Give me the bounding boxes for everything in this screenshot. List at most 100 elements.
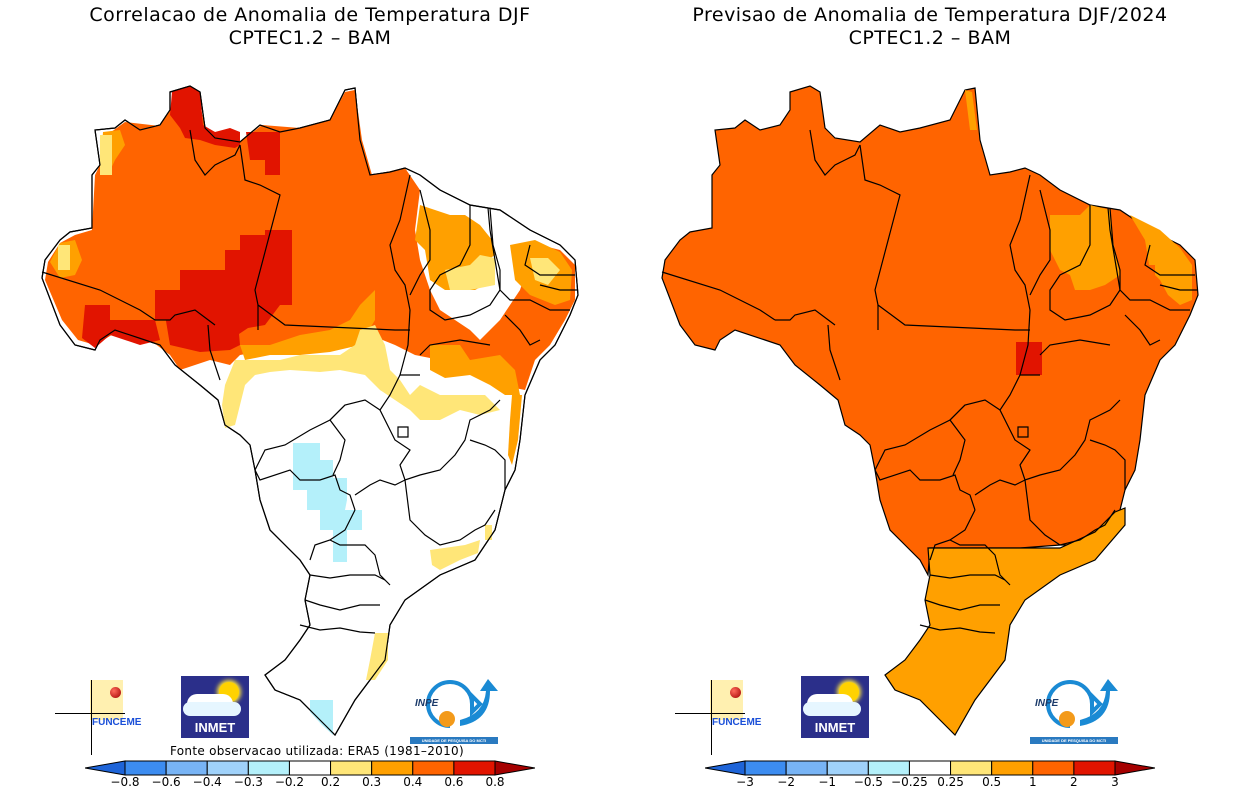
state-borders — [661, 129, 1197, 634]
region-03-04-mt — [240, 290, 375, 360]
colorbar-extend-low — [85, 760, 126, 776]
region-1-2-ne-inner — [1140, 265, 1155, 300]
colorbar-box — [371, 760, 414, 776]
region-06-08-rondonia — [165, 315, 240, 352]
colorbar-box — [785, 760, 828, 776]
colorbar-tick-label: 0.8 — [485, 775, 505, 789]
colorbar-tick-label: −0.2 — [274, 775, 305, 789]
region-neg-center — [293, 443, 362, 562]
colorbar-tick-label: 0.4 — [403, 775, 423, 789]
inpe-sublabel: UNIDADE DE PESQUISA DO MCTI — [1030, 737, 1118, 744]
colorbar-tick-label: 0.25 — [937, 775, 964, 789]
colorbar-tick-label: −0.4 — [192, 775, 222, 789]
region-neg-south — [310, 700, 333, 735]
region-02-03-coast-es — [485, 525, 492, 540]
inpe-swirl-icon — [426, 679, 498, 728]
title-line-2: CPTEC1.2 – BAM — [848, 27, 1012, 49]
funceme-logo-bg — [710, 680, 743, 720]
colorbar-tick-label: −1 — [818, 775, 837, 789]
colorbar-box — [991, 760, 1034, 776]
colorbar-box — [1032, 760, 1075, 776]
observation-source-note: Fonte observacao utilizada: ERA5 (1981–2… — [170, 744, 464, 758]
colorbar-box — [412, 760, 455, 776]
region-02-03-west1 — [100, 135, 112, 175]
region-02-03-coast-sc — [366, 633, 388, 680]
title-line-2: CPTEC1.2 – BAM — [228, 27, 392, 49]
colorbar-box — [247, 760, 290, 776]
colorbar-box — [826, 760, 869, 776]
inpe-logo: INPE UNIDADE DE PESQUISA DO MCTI — [410, 676, 502, 746]
colorbar-box — [1073, 760, 1116, 776]
state-borders — [41, 85, 579, 736]
colorbar-extend-high — [1114, 760, 1155, 776]
correlation-map — [41, 85, 579, 736]
cloud-icon-2 — [803, 702, 861, 716]
region-05-1-south — [884, 507, 1126, 736]
inmet-logo: INMET — [181, 676, 249, 738]
colorbar-box — [867, 760, 910, 776]
inpe-label: INPE — [1035, 698, 1059, 709]
funceme-crosshair-h — [55, 713, 125, 714]
colorbar-tick-label: −3 — [736, 775, 754, 789]
cloud-icon-2 — [183, 702, 241, 716]
colorbar-tick-label: 0.6 — [444, 775, 464, 789]
colorbar-tick-label: 0.3 — [362, 775, 382, 789]
region-06-08-roraima — [170, 86, 240, 148]
map-fill-layer — [661, 85, 1199, 736]
region-06-08-para-north — [246, 132, 280, 175]
region-02-03-pb — [530, 258, 560, 285]
colorbar-extend-low — [705, 760, 746, 776]
region-05-1-amapa — [965, 90, 977, 130]
region-02-03-center — [222, 325, 500, 428]
colorbar-tick-label: 0.2 — [321, 775, 341, 789]
colorbar-extend-high — [494, 760, 535, 776]
correlation-colorbar — [85, 760, 535, 776]
region-02-03-coast-sp — [430, 540, 480, 570]
colorbar-box — [453, 760, 496, 776]
inpe-label: INPE — [415, 698, 439, 709]
colorbar-box — [330, 760, 373, 776]
colorbar-box — [744, 760, 787, 776]
region-1-2-main — [661, 85, 1199, 578]
colorbar-box — [950, 760, 993, 776]
colorbar-tick-label: 3 — [1111, 775, 1119, 789]
forecast-colorbar — [705, 760, 1155, 776]
inmet-label: INMET — [194, 720, 236, 735]
colorbar-tick-label: −0.8 — [110, 775, 140, 789]
inpe-logo: INPE UNIDADE DE PESQUISA DO MCTI — [1030, 676, 1122, 746]
colorbar-box — [288, 760, 332, 776]
region-05-1-ne2 — [1130, 215, 1192, 305]
colorbar-tick-label: −0.5 — [853, 775, 883, 789]
region-02-03-coast-ba — [508, 395, 522, 465]
region-02-03-ne-core — [445, 255, 495, 290]
colorbar-tick-label: −2 — [777, 775, 795, 789]
title-line-1: Correlacao de Anomalia de Temperatura DJ… — [89, 4, 531, 26]
funceme-logo: FUNCEME — [55, 680, 145, 755]
region-06-08-acre — [82, 305, 160, 348]
correlation-panel: Correlacao de Anomalia de Temperatura DJ… — [0, 4, 620, 789]
title-line-1: Previsao de Anomalia de Temperatura DJF/… — [692, 4, 1168, 26]
funceme-logo-bg — [90, 680, 123, 720]
funceme-label: FUNCEME — [92, 717, 142, 728]
colorbar-tick-label: 0.5 — [982, 775, 1002, 789]
funceme-logo: FUNCEME — [675, 680, 765, 755]
region-2-3-tocantins — [1016, 342, 1042, 375]
colorbar-box — [206, 760, 249, 776]
colorbar-tick-label: 1 — [1028, 775, 1037, 789]
colorbar-box — [124, 760, 167, 776]
colorbar-tick-label: 2 — [1070, 775, 1078, 789]
inpe-swirl-icon — [1046, 679, 1118, 728]
forecast-title: Previsao de Anomalia de Temperatura DJF/… — [620, 4, 1240, 50]
funceme-label: FUNCEME — [712, 717, 762, 728]
funceme-crosshair-h — [675, 713, 745, 714]
funceme-dot-icon — [730, 687, 741, 698]
forecast-map — [661, 85, 1199, 736]
colorbar-box — [908, 760, 952, 776]
funceme-dot-icon — [110, 687, 121, 698]
colorbar-tick-label: −0.3 — [233, 775, 263, 789]
inmet-label: INMET — [814, 720, 856, 735]
colorbar-tick-label: −0.25 — [891, 775, 928, 789]
forecast-panel: Previsao de Anomalia de Temperatura DJF/… — [620, 0, 1240, 802]
correlation-title: Correlacao de Anomalia de Temperatura DJ… — [0, 4, 620, 50]
region-02-03-west2 — [58, 245, 70, 270]
